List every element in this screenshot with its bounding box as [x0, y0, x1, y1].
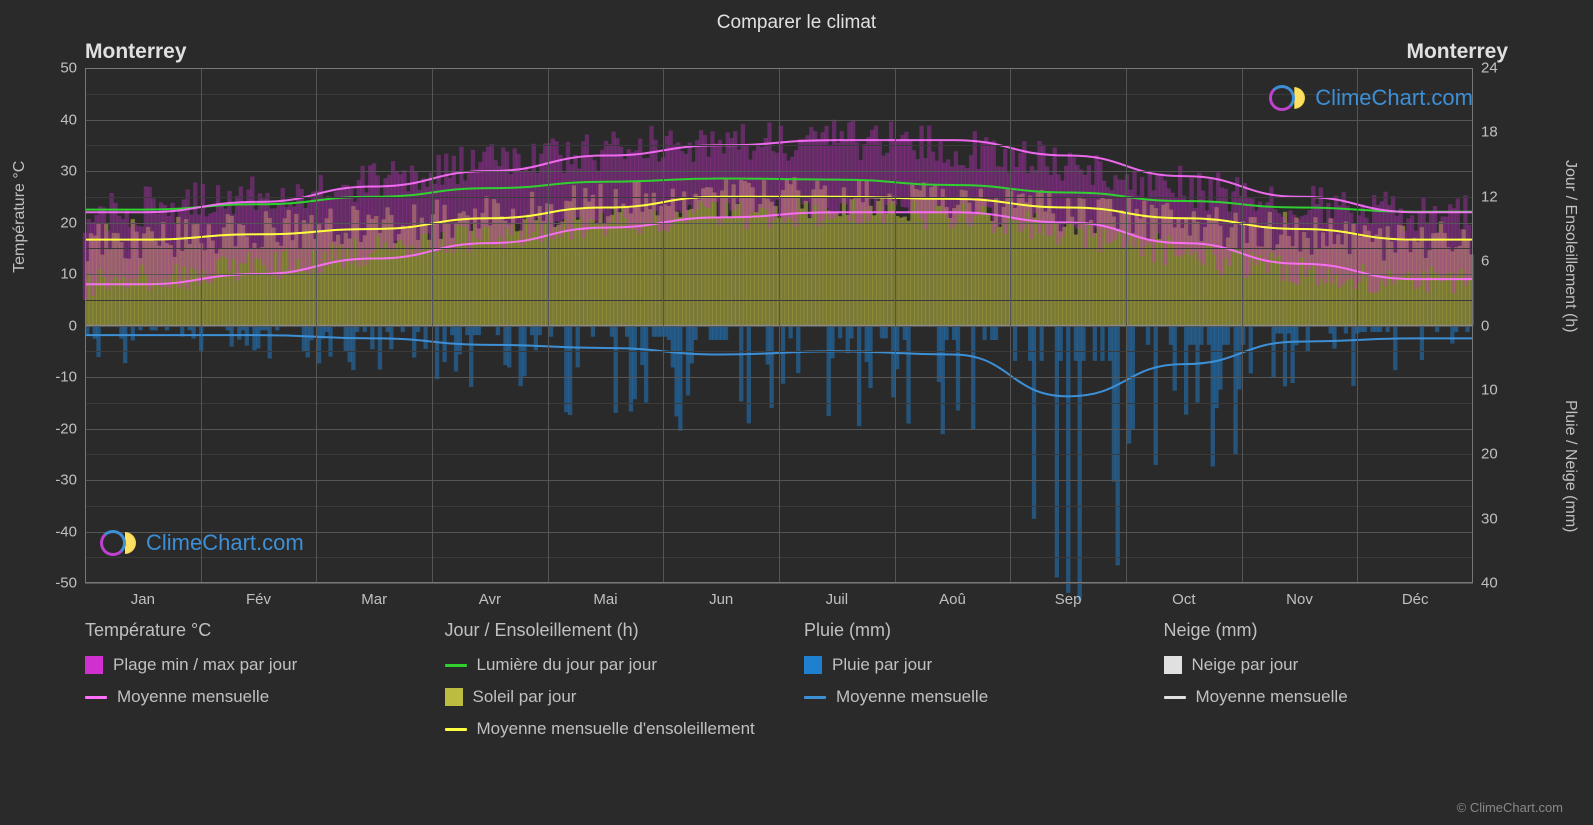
legend-item-rain-avg: Moyenne mensuelle: [804, 687, 1124, 707]
y-tick-left: 20: [60, 214, 77, 231]
line-swatch-icon: [1164, 696, 1186, 699]
legend-label: Lumière du jour par jour: [477, 655, 657, 675]
line-swatch-icon: [804, 696, 826, 699]
y-tick-left: 10: [60, 266, 77, 283]
watermark-bottom-left: ClimeChart.com: [100, 530, 304, 556]
y-tick-right: 6: [1481, 253, 1489, 270]
y-tick-left: -40: [55, 523, 77, 540]
legend-label: Moyenne mensuelle: [836, 687, 988, 707]
watermark-top-right: ClimeChart.com: [1269, 85, 1473, 111]
legend-item-snow-daily: Neige par jour: [1164, 655, 1484, 675]
swatch-icon: [804, 656, 822, 674]
legend-item-daylight: Lumière du jour par jour: [445, 655, 765, 675]
y-tick-left: 50: [60, 60, 77, 77]
legend-label: Moyenne mensuelle d'ensoleillement: [477, 719, 755, 739]
legend-title: Température °C: [85, 620, 405, 641]
y-tick-right: 40: [1481, 575, 1498, 592]
legend-item-sunshine: Soleil par jour: [445, 687, 765, 707]
y-tick-left: 30: [60, 163, 77, 180]
x-tick-month: Sep: [1055, 591, 1082, 608]
y-tick-left: -20: [55, 420, 77, 437]
brand-text: ClimeChart.com: [1315, 85, 1473, 111]
y-tick-right: 12: [1481, 188, 1498, 205]
x-tick-month: Nov: [1286, 591, 1313, 608]
y-tick-right: 0: [1481, 317, 1489, 334]
y-axis-right-top-label: Jour / Ensoleillement (h): [1561, 160, 1579, 333]
x-tick-month: Aoû: [939, 591, 966, 608]
x-tick-month: Fév: [246, 591, 271, 608]
legend-label: Soleil par jour: [473, 687, 577, 707]
y-tick-left: -30: [55, 472, 77, 489]
x-tick-month: Jun: [709, 591, 733, 608]
x-tick-month: Mai: [593, 591, 617, 608]
y-axis-left-label: Température °C: [11, 161, 29, 273]
plot-area: -50-40-30-20-100102030405006121824102030…: [85, 68, 1473, 583]
line-swatch-icon: [445, 728, 467, 731]
legend-title: Pluie (mm): [804, 620, 1124, 641]
brand-text: ClimeChart.com: [146, 530, 304, 556]
location-left: Monterrey: [85, 40, 187, 64]
legend: Température °C Plage min / max par jour …: [85, 620, 1483, 751]
legend-col-daylight: Jour / Ensoleillement (h) Lumière du jou…: [445, 620, 765, 751]
x-tick-month: Oct: [1172, 591, 1195, 608]
y-tick-left: 0: [69, 317, 77, 334]
legend-title: Jour / Ensoleillement (h): [445, 620, 765, 641]
y-tick-left: -10: [55, 369, 77, 386]
chart-title: Comparer le climat: [717, 12, 876, 34]
legend-col-rain: Pluie (mm) Pluie par jour Moyenne mensue…: [804, 620, 1124, 751]
y-tick-right: 24: [1481, 60, 1498, 77]
legend-label: Pluie par jour: [832, 655, 932, 675]
x-tick-month: Jan: [131, 591, 155, 608]
climate-chart: Comparer le climat Monterrey Monterrey T…: [0, 0, 1593, 825]
x-tick-month: Déc: [1402, 591, 1429, 608]
legend-title: Neige (mm): [1164, 620, 1484, 641]
legend-label: Plage min / max par jour: [113, 655, 297, 675]
y-axis-right-bottom-label: Pluie / Neige (mm): [1561, 400, 1579, 532]
copyright: © ClimeChart.com: [1457, 800, 1563, 815]
legend-item-temp-avg: Moyenne mensuelle: [85, 687, 405, 707]
brand-logo-icon: [1269, 85, 1307, 111]
swatch-icon: [85, 656, 103, 674]
legend-item-temp-range: Plage min / max par jour: [85, 655, 405, 675]
y-tick-right: 20: [1481, 446, 1498, 463]
legend-item-sunshine-avg: Moyenne mensuelle d'ensoleillement: [445, 719, 765, 739]
legend-col-snow: Neige (mm) Neige par jour Moyenne mensue…: [1164, 620, 1484, 751]
y-tick-left: 40: [60, 111, 77, 128]
swatch-icon: [1164, 656, 1182, 674]
x-tick-month: Avr: [479, 591, 501, 608]
y-tick-left: -50: [55, 575, 77, 592]
swatch-icon: [445, 688, 463, 706]
legend-label: Neige par jour: [1192, 655, 1299, 675]
brand-logo-icon: [100, 530, 138, 556]
x-tick-month: Mar: [361, 591, 387, 608]
x-tick-month: Juil: [826, 591, 849, 608]
legend-item-snow-avg: Moyenne mensuelle: [1164, 687, 1484, 707]
legend-col-temperature: Température °C Plage min / max par jour …: [85, 620, 405, 751]
line-swatch-icon: [445, 664, 467, 667]
line-swatch-icon: [85, 696, 107, 699]
y-tick-right: 18: [1481, 124, 1498, 141]
legend-label: Moyenne mensuelle: [117, 687, 269, 707]
legend-label: Moyenne mensuelle: [1196, 687, 1348, 707]
y-tick-right: 10: [1481, 381, 1498, 398]
y-tick-right: 30: [1481, 510, 1498, 527]
legend-item-rain-daily: Pluie par jour: [804, 655, 1124, 675]
